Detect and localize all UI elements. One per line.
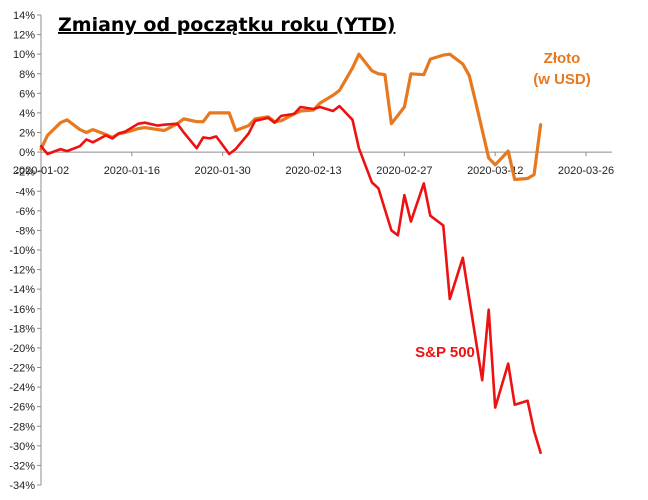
y-tick-label: -8% — [15, 225, 35, 237]
y-tick-label: -34% — [9, 480, 35, 492]
y-tick-label: -30% — [9, 441, 35, 453]
y-tick-label: 8% — [19, 69, 35, 81]
y-tick-label: 4% — [19, 108, 35, 120]
y-tick-label: -26% — [9, 402, 35, 414]
y-tick-label: 10% — [13, 49, 35, 61]
y-tick-label: 6% — [19, 88, 35, 100]
sp500-series-line — [39, 104, 542, 455]
y-tick-label: 12% — [13, 30, 35, 42]
y-tick-label: -20% — [9, 343, 35, 355]
y-tick-label: -24% — [9, 382, 35, 394]
x-tick-label: 2020-02-13 — [285, 165, 341, 177]
y-tick-label: -22% — [9, 363, 35, 375]
y-tick-label: -10% — [9, 245, 35, 257]
y-tick-label: -28% — [9, 421, 35, 433]
y-tick-label: -4% — [15, 186, 35, 198]
y-tick-label: -18% — [9, 323, 35, 335]
plot-area: 14% 12% 10% 8% 6% 4% 2% 0% -2% -4% -6% -8% -10% -12% -… — [9, 10, 614, 492]
y-tick-label: -6% — [15, 206, 35, 218]
x-tick-label: 2020-01-30 — [195, 165, 251, 177]
chart-title: Zmiany od początku roku (YTD) — [58, 14, 395, 36]
x-tick-label: 2020-02-27 — [376, 165, 432, 177]
y-tick-label: -32% — [9, 460, 35, 472]
y-tick-label: -2% — [15, 167, 35, 179]
sp500-series-label: S&P 500 — [415, 344, 475, 361]
y-tick-label: -16% — [9, 304, 35, 316]
y-tick-label: 0% — [19, 147, 35, 159]
gold-series-label: Złoto — [544, 50, 581, 67]
gold-series-line — [39, 52, 543, 182]
y-tick-label: 2% — [19, 128, 35, 140]
x-tick-label: 2020-01-02 — [13, 165, 69, 177]
gold-series-label: (w USD) — [533, 71, 591, 88]
y-tick-label: -12% — [9, 265, 35, 277]
y-tick-label: -14% — [9, 284, 35, 296]
x-tick-label: 2020-03-26 — [558, 165, 614, 177]
y-tick-label: 14% — [13, 10, 35, 22]
x-tick-label: 2020-01-16 — [104, 165, 160, 177]
x-tick-label: 2020-03-12 — [467, 165, 523, 177]
